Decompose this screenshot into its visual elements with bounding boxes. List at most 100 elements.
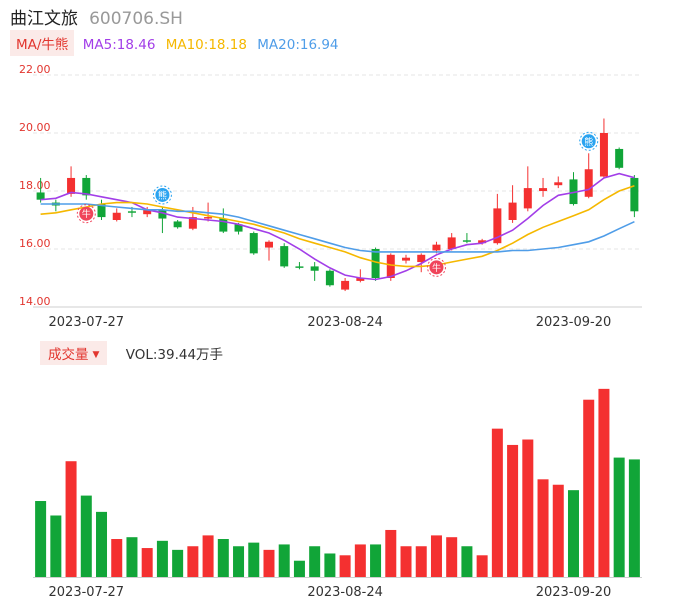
candle xyxy=(569,172,578,206)
volume-bar xyxy=(583,399,595,577)
candle xyxy=(36,177,45,203)
candle xyxy=(447,233,456,251)
volume-bar xyxy=(156,540,168,577)
candle xyxy=(264,240,273,261)
volume-bar xyxy=(80,495,92,577)
volume-bar xyxy=(309,546,321,577)
candle xyxy=(310,262,319,281)
candle xyxy=(97,199,106,220)
volume-bar xyxy=(278,544,290,577)
volume-bar xyxy=(248,542,260,577)
volume-tag-label: 成交量 xyxy=(48,347,89,363)
candle xyxy=(584,153,593,199)
candle xyxy=(112,208,121,222)
candle xyxy=(356,269,365,283)
candle xyxy=(143,206,152,218)
volume-bar xyxy=(263,549,275,577)
volume-bar xyxy=(339,555,351,577)
bear-signal-icon[interactable]: 熊 xyxy=(579,131,599,151)
candle xyxy=(371,247,380,281)
candle xyxy=(280,243,289,268)
ma-lines xyxy=(40,172,635,281)
volume-bar xyxy=(537,479,549,577)
y-tick-label: 14.00 xyxy=(19,295,51,308)
volume-indicator-selector[interactable]: 成交量 ▼ xyxy=(40,341,108,365)
volume-bar xyxy=(400,546,412,577)
ma10-label: MA10:18.18 xyxy=(165,37,247,53)
volume-bar xyxy=(126,537,138,577)
candle xyxy=(51,199,60,212)
volume-bar xyxy=(111,539,123,577)
price-axis: 22.00 20.00 18.00 16.00 14.00 xyxy=(19,63,51,308)
candle xyxy=(493,193,502,245)
volume-bar xyxy=(354,544,366,577)
volume-bar xyxy=(172,549,184,577)
bear-signal-icon[interactable]: 熊 xyxy=(152,185,172,205)
volume-value-label: VOL:39.44万手 xyxy=(125,347,224,363)
volume-bar xyxy=(324,553,336,577)
candle xyxy=(508,185,517,223)
volume-bar xyxy=(370,544,382,577)
stock-name: 曲江文旅 xyxy=(10,9,78,29)
candle xyxy=(158,206,167,234)
date-axis: 2023-07-27 2023-08-24 2023-09-20 2023-07-27… xyxy=(49,315,612,600)
volume-bar xyxy=(446,537,458,577)
volume-bar xyxy=(217,539,229,577)
candle xyxy=(599,118,608,178)
volume-bar xyxy=(476,555,488,577)
candle xyxy=(249,231,258,255)
volume-date-label: 2023-08-24 xyxy=(307,585,383,600)
volume-date-label: 2023-07-27 xyxy=(49,585,125,600)
svg-text:牛: 牛 xyxy=(432,262,441,274)
stock-code: 600706.SH xyxy=(89,9,183,29)
ma20-line xyxy=(40,203,635,253)
volume-bar xyxy=(552,484,564,577)
ma-legend: MA/牛熊 MA5:18.46 MA10:18.18 MA20:16.94 xyxy=(10,30,345,56)
svg-text:熊: 熊 xyxy=(584,136,593,148)
volume-bar xyxy=(613,457,625,577)
candles-group xyxy=(36,118,639,292)
volume-bar xyxy=(141,548,153,577)
volume-bar xyxy=(598,388,610,577)
candle xyxy=(402,254,411,264)
price-date-label: 2023-08-24 xyxy=(307,315,383,330)
volume-bars xyxy=(33,388,642,578)
price-date-label: 2023-07-27 xyxy=(49,315,125,330)
volume-bar xyxy=(385,529,397,577)
candle xyxy=(82,175,91,200)
ma5-label: MA5:18.46 xyxy=(82,37,156,53)
candle xyxy=(615,147,624,170)
volume-bar xyxy=(430,535,442,577)
volume-bar xyxy=(293,560,305,577)
ma10-line xyxy=(40,185,635,268)
volume-date-label: 2023-09-20 xyxy=(536,585,612,600)
volume-bar xyxy=(522,439,534,577)
volume-bar xyxy=(491,428,503,577)
bull-signal-icon[interactable]: 牛 xyxy=(76,204,96,224)
candle xyxy=(325,269,334,287)
candle xyxy=(523,166,532,212)
volume-bar xyxy=(567,490,579,577)
ma-indicator-selector[interactable]: MA/牛熊 xyxy=(10,30,75,56)
candle xyxy=(341,278,350,292)
candle xyxy=(173,220,182,229)
volume-bar xyxy=(202,535,214,577)
volume-bar xyxy=(628,459,640,577)
y-tick-label: 22.00 xyxy=(19,63,51,76)
volume-bar xyxy=(65,461,77,577)
volume-bar xyxy=(461,546,473,577)
volume-bar xyxy=(96,511,108,577)
volume-bar xyxy=(35,501,47,577)
bull-signal-icon[interactable]: 牛 xyxy=(426,257,446,277)
candle xyxy=(539,177,548,197)
volume-bar xyxy=(415,546,427,577)
candle xyxy=(630,175,639,218)
y-tick-label: 16.00 xyxy=(19,237,51,250)
volume-bar xyxy=(507,444,519,577)
ma5-line xyxy=(40,172,635,281)
svg-text:牛: 牛 xyxy=(82,208,91,220)
candle xyxy=(462,233,471,244)
stock-header: 曲江文旅 600706.SH xyxy=(10,4,183,30)
y-tick-label: 18.00 xyxy=(19,179,51,192)
